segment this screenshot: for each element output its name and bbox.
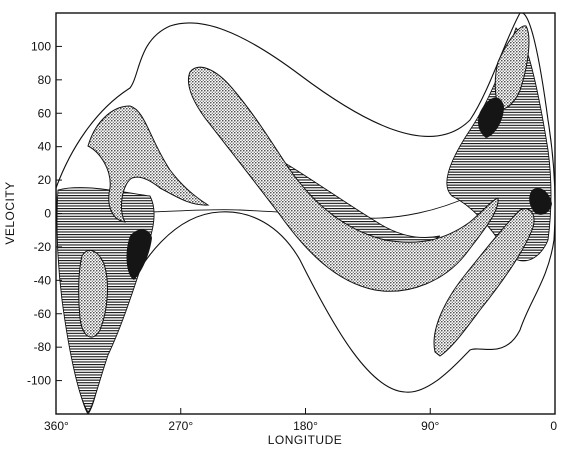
- x-tick-label: 0: [550, 419, 557, 433]
- y-axis-title: VELOCITY: [3, 181, 17, 244]
- x-tick-label: 270°: [168, 419, 193, 433]
- stippled-arm-left-upper: [87, 105, 210, 223]
- y-tick-label: 0: [44, 207, 51, 221]
- y-tick-label: 20: [38, 173, 52, 187]
- y-tick-label: -60: [34, 307, 52, 321]
- y-tick-label: -20: [34, 240, 52, 254]
- y-tick-label: 60: [38, 106, 52, 120]
- y-tick-label: -80: [34, 340, 52, 354]
- x-tick-label: 360°: [44, 419, 69, 433]
- hatched-region-right: [446, 27, 552, 262]
- y-axis: 100 80 60 40 20 0 -20 -40 -60 -80 -100: [27, 39, 62, 388]
- y-tick-label: -40: [34, 273, 52, 287]
- stippled-arm-right-upper: [494, 25, 530, 110]
- dark-core-right: [529, 187, 552, 215]
- x-tick-label: 90°: [421, 419, 439, 433]
- x-tick-label: 180°: [293, 419, 318, 433]
- x-axis: 360° 270° 180° 90° 0: [44, 408, 557, 433]
- stippled-arm-center: [187, 66, 499, 292]
- y-tick-label: 80: [38, 73, 52, 87]
- contour-layer: [56, 13, 555, 414]
- x-axis-title: LONGITUDE: [268, 433, 343, 447]
- stippled-arm-right-lower: [433, 208, 535, 357]
- y-tick-label: -100: [27, 374, 51, 388]
- dark-core-left: [126, 229, 152, 280]
- y-tick-label: 40: [38, 140, 52, 154]
- y-tick-label: 100: [31, 39, 51, 53]
- stippled-blob-left-lower: [78, 249, 108, 338]
- outer-envelope-contour: [56, 13, 555, 414]
- dark-core-right-upper: [478, 97, 504, 138]
